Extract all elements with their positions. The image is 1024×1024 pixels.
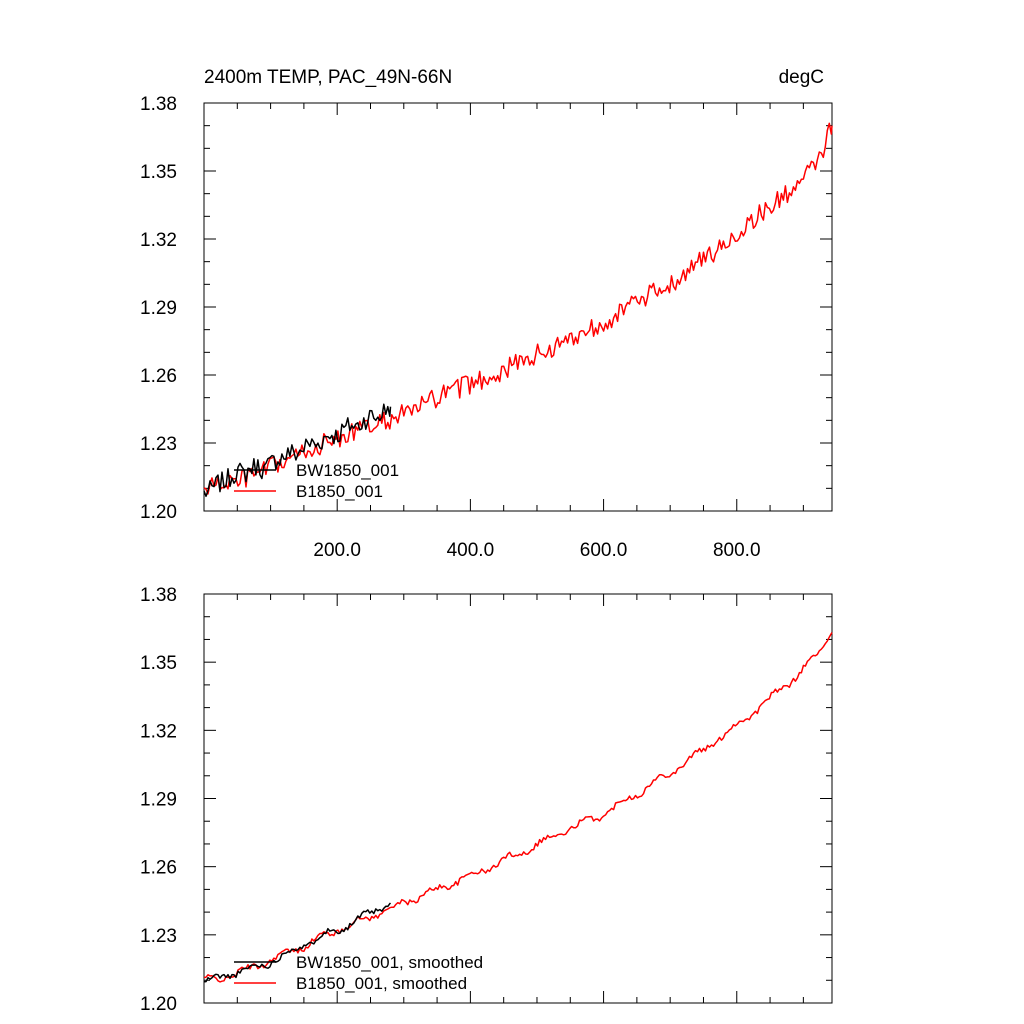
y-tick-label: 1.38 xyxy=(140,585,177,606)
y-tick-label: 1.32 xyxy=(140,230,177,251)
legend-label: B1850_001, smoothed xyxy=(296,974,467,993)
units-label: degC xyxy=(779,67,824,88)
y-tick-label: 1.35 xyxy=(140,653,177,674)
y-tick-label: 1.23 xyxy=(140,434,177,455)
series-line-b1850 xyxy=(203,122,833,495)
x-tick-label: 200.0 xyxy=(313,540,361,561)
legend-label: BW1850_001, smoothed xyxy=(296,953,483,972)
x-tick-label: 600.0 xyxy=(580,540,628,561)
lower-panel: 1.20 1.23 1.26 1.29 1.32 1.35 1.38 BW1850_001, … xyxy=(140,585,833,1015)
y-tick-label: 1.20 xyxy=(140,994,177,1015)
series-line-bw1850 xyxy=(203,403,392,498)
series-line-bw1850 xyxy=(203,902,392,983)
y-tick-label: 1.23 xyxy=(140,926,177,947)
y-tick-label: 1.20 xyxy=(140,502,177,523)
legend-label: B1850_001 xyxy=(296,482,383,501)
y-tick-label: 1.38 xyxy=(140,94,177,115)
plot-frame xyxy=(203,593,833,1004)
upper-panel: 1.20 1.23 1.26 1.29 1.32 1.35 1.38 200.0 400.0 60… xyxy=(140,67,833,561)
x-tick-label: 800.0 xyxy=(713,540,761,561)
series-line-b1850 xyxy=(203,632,833,983)
y-tick-label: 1.29 xyxy=(140,298,177,319)
y-tick-label: 1.29 xyxy=(140,790,177,811)
x-tick-label: 400.0 xyxy=(447,540,495,561)
legend-label: BW1850_001 xyxy=(296,461,399,480)
plot-frame xyxy=(203,102,833,512)
chart-title: 2400m TEMP, PAC_49N-66N xyxy=(204,67,452,88)
y-tick-label: 1.26 xyxy=(140,858,177,879)
y-tick-label: 1.35 xyxy=(140,162,177,183)
y-tick-label: 1.26 xyxy=(140,366,177,387)
y-tick-label: 1.32 xyxy=(140,721,177,742)
